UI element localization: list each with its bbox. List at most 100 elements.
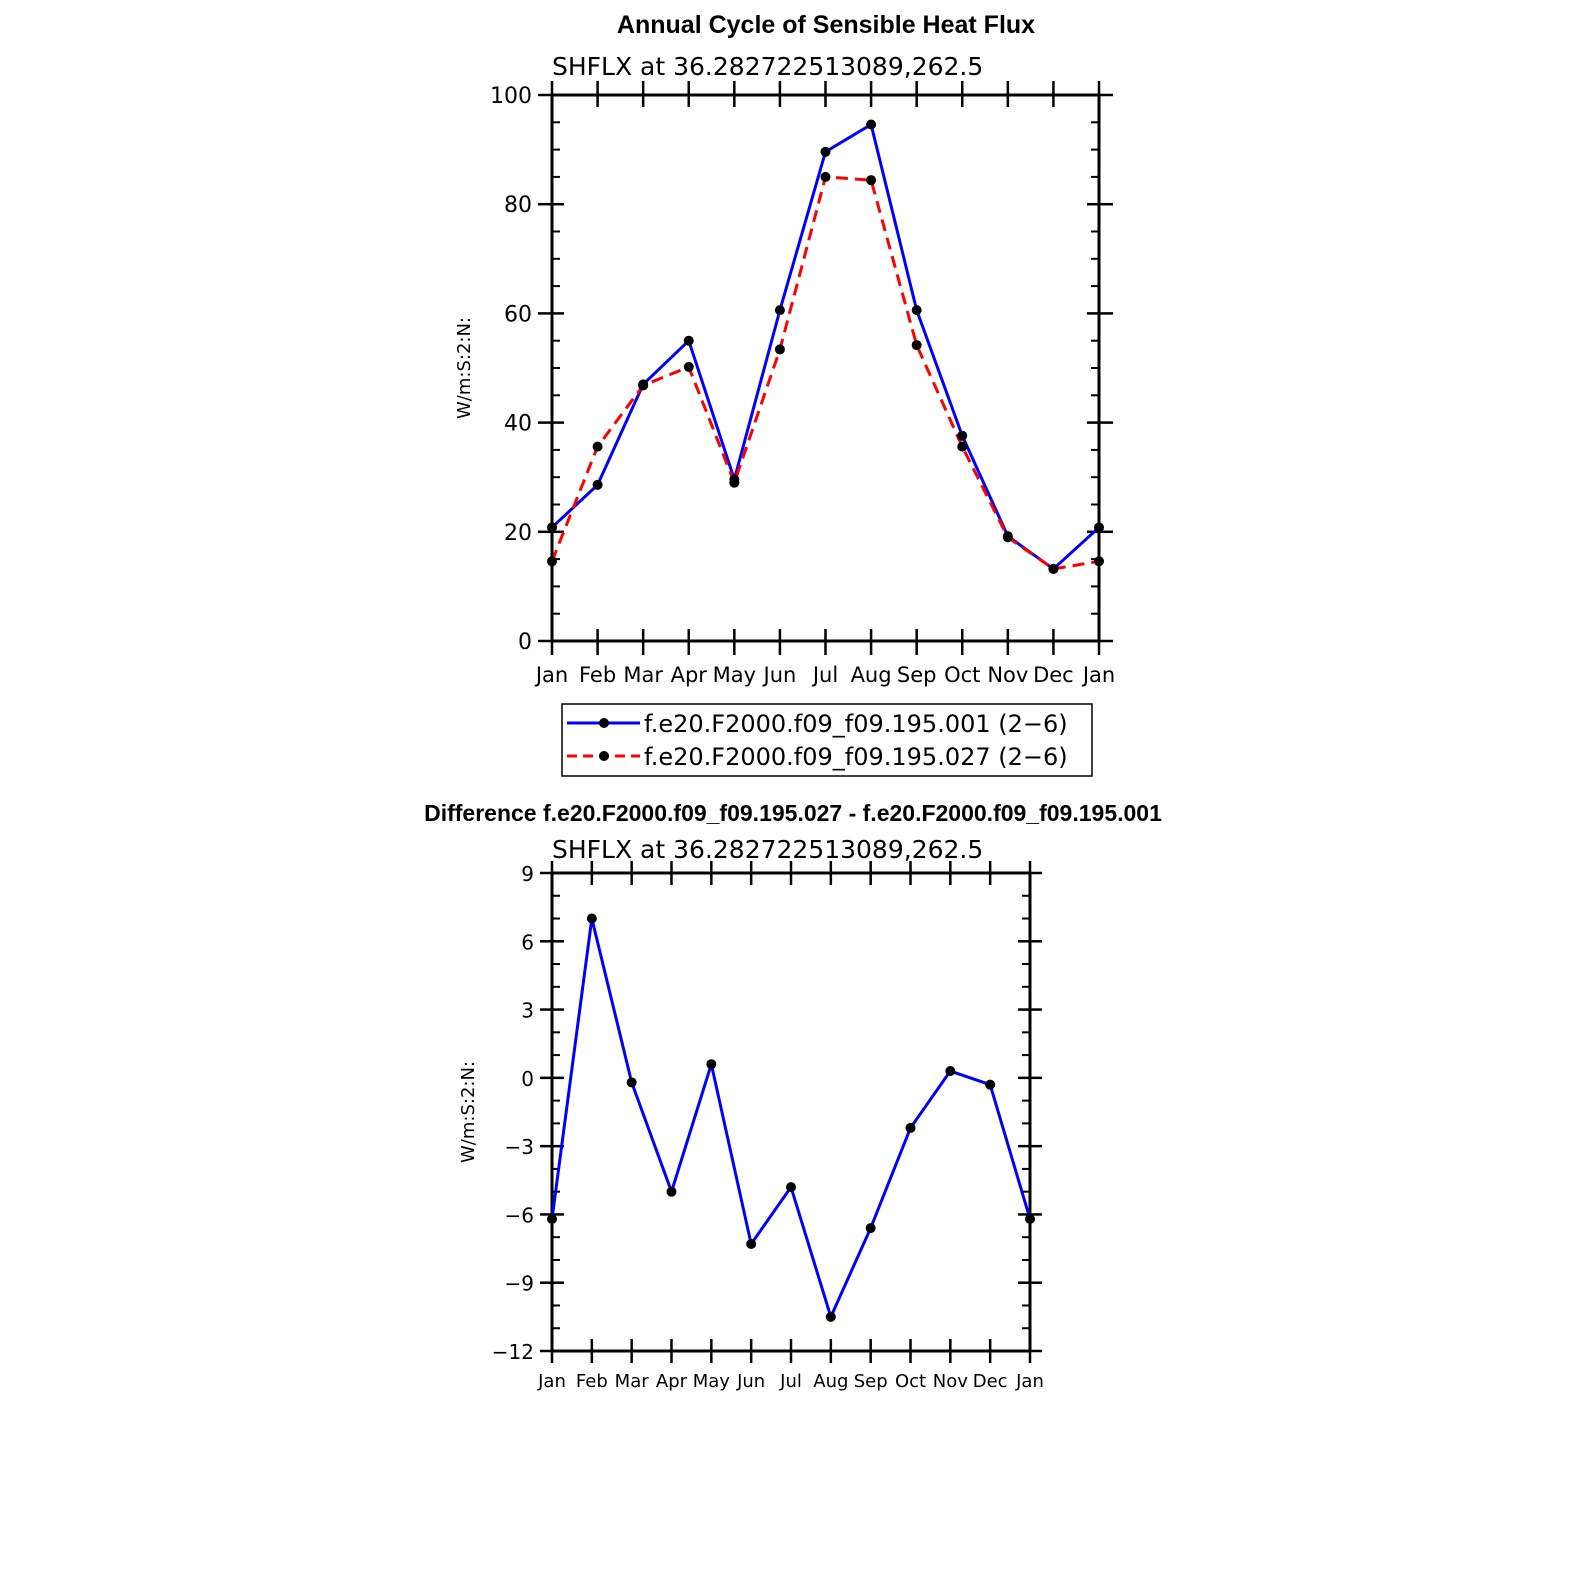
chart-2-subtitle: SHFLX at 36.282722513089,262.5: [552, 835, 983, 864]
chart-2-y-axis-label: W/m:S:2:N:: [458, 1061, 479, 1163]
chart-2-tick-labels: −12 −9 −6 −3 0 3 6 9 Jan Feb Mar Apr May Jun Jul Aug Sep…: [492, 862, 1044, 1392]
series-line-1: [550, 122, 1101, 571]
x-tick-label: Dec: [1033, 663, 1074, 687]
difference-chart: Difference f.e20.F2000.f09_f09.195.027 -…: [424, 800, 1162, 1392]
series-1-point: [985, 1079, 996, 1090]
x-tick-label: May: [693, 1371, 731, 1392]
series-2-point: [592, 441, 603, 452]
series-2-point: [547, 556, 557, 567]
chart-2-axes: [540, 861, 1042, 1363]
series-2-point: [683, 361, 694, 372]
series-1-point: [825, 1311, 836, 1322]
series-1-point: [666, 1186, 677, 1197]
legend-label-series-1: f.e20.F2000.f09_f09.195.001 (2−6): [644, 710, 1068, 738]
x-tick-label: Mar: [623, 663, 663, 687]
chart-1-title: Annual Cycle of Sensible Heat Flux: [617, 11, 1035, 39]
y-tick-label: 80: [504, 193, 532, 218]
series-1-point: [820, 146, 831, 157]
legend-marker-series-2: [599, 751, 609, 761]
x-tick-label: Jan: [537, 1371, 566, 1392]
chart-1-legend: f.e20.F2000.f09_f09.195.001 (2−6) f.e20.…: [561, 703, 1093, 777]
x-tick-label: Mar: [615, 1371, 650, 1392]
series-1-point: [1025, 1213, 1035, 1224]
x-tick-label: Sep: [854, 1371, 888, 1392]
series-1-point: [547, 1213, 557, 1224]
x-tick-label: Jun: [762, 663, 797, 687]
y-tick-label: −9: [505, 1272, 534, 1296]
x-tick-label: Aug: [813, 1371, 848, 1392]
series-2-point: [1002, 532, 1013, 543]
x-tick-label: Feb: [579, 663, 616, 687]
series-1-point: [592, 479, 603, 490]
series-2-point: [866, 175, 877, 186]
x-tick-label: Feb: [576, 1371, 608, 1392]
series-line-1: [550, 917, 1032, 1319]
series-1-point: [911, 305, 922, 316]
series-1-point: [905, 1122, 916, 1133]
y-tick-label: 0: [521, 1067, 534, 1091]
series-2-point: [911, 340, 922, 351]
plot-frame: [550, 871, 1032, 1353]
annual-cycle-chart: Annual Cycle of Sensible Heat Flux SHFLX…: [454, 11, 1115, 777]
y-tick-label: 0: [518, 630, 532, 655]
y-tick-label: 3: [521, 999, 534, 1023]
y-tick-label: 60: [504, 302, 532, 327]
x-tick-label: Aug: [851, 663, 892, 687]
series-2-point: [729, 477, 740, 488]
y-tick-label: 6: [521, 930, 534, 954]
chart-1-axes: [538, 81, 1113, 655]
series-1-point: [547, 522, 557, 533]
x-tick-label: Oct: [895, 1371, 926, 1392]
x-tick-label: Jan: [534, 663, 568, 687]
series-1-point: [626, 1077, 637, 1088]
series-1-point: [746, 1239, 757, 1250]
chart-1-subtitle: SHFLX at 36.282722513089,262.5: [552, 52, 983, 81]
chart-2-series: [547, 913, 1035, 1322]
y-tick-label: 9: [521, 862, 534, 886]
series-2-point: [957, 441, 968, 452]
y-tick-label: −12: [492, 1340, 534, 1364]
x-tick-label: Nov: [987, 663, 1028, 687]
y-tick-label: 100: [490, 84, 532, 109]
y-tick-label: −3: [505, 1135, 534, 1159]
chart-1-y-axis-label: W/m:S:2:N:: [454, 317, 475, 419]
legend-label-series-2: f.e20.F2000.f09_f09.195.027 (2−6): [644, 743, 1068, 771]
series-1-point: [945, 1066, 956, 1077]
series-2-point: [638, 380, 649, 391]
x-tick-label: Jan: [1081, 663, 1115, 687]
x-tick-label: Sep: [897, 663, 937, 687]
series-1-point: [786, 1182, 796, 1193]
series-1-point: [706, 1059, 717, 1070]
x-tick-label: Apr: [671, 663, 708, 687]
series-1-point: [774, 305, 785, 316]
x-tick-label: Dec: [973, 1371, 1008, 1392]
y-tick-label: 20: [504, 521, 532, 546]
x-tick-label: Jul: [811, 663, 838, 687]
series-2-point: [1094, 556, 1104, 567]
series-1-point: [957, 430, 968, 441]
series-1-point: [586, 913, 597, 924]
series-line-2: [550, 175, 1100, 571]
x-tick-label: Oct: [944, 663, 980, 687]
x-tick-label: Nov: [933, 1371, 968, 1392]
x-tick-label: May: [713, 663, 756, 687]
series-2-point: [774, 344, 785, 355]
legend-box: [561, 703, 1093, 777]
x-tick-label: Jan: [1015, 1371, 1044, 1392]
series-1-point: [865, 1223, 876, 1234]
series-1-point: [866, 119, 877, 130]
series-2-point: [820, 171, 831, 182]
chart-2-title: Difference f.e20.F2000.f09_f09.195.027 -…: [424, 800, 1162, 826]
chart-1-series: [547, 119, 1104, 574]
x-tick-label: Jul: [779, 1371, 802, 1392]
x-tick-label: Apr: [656, 1371, 688, 1392]
chart-1-tick-labels: 0 20 40 60 80 100 Jan Feb Mar Apr May Jun Jul Aug Sep O…: [490, 84, 1115, 687]
legend-marker-series-1: [599, 718, 609, 728]
series-2-point: [1048, 563, 1059, 574]
y-tick-label: −6: [505, 1203, 534, 1227]
series-1-point: [683, 335, 694, 346]
x-tick-label: Jun: [736, 1371, 765, 1392]
y-tick-label: 40: [504, 412, 532, 437]
series-1-point: [1094, 522, 1104, 533]
